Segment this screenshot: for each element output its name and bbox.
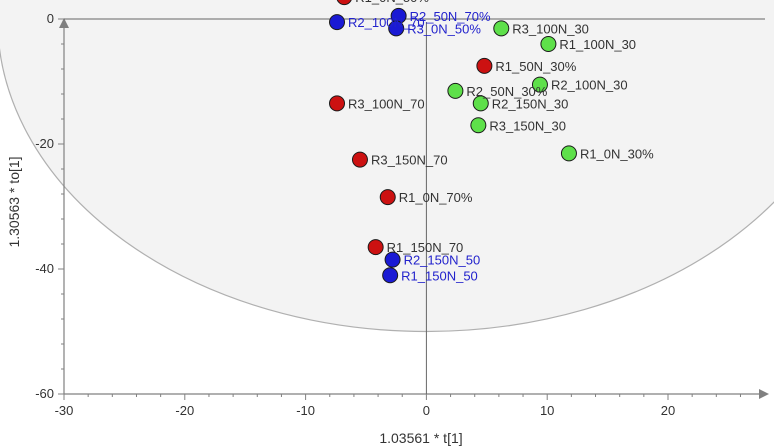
point-label: R3_100N_70 [348,96,425,111]
score-point [329,14,346,31]
score-point [540,36,557,52]
score-point [329,95,346,112]
score-point [447,82,464,99]
score-point [351,151,368,168]
point-label: R2_100N_70 [348,15,425,30]
y-tick-label: -40 [35,261,54,276]
point-label: R3_100N_30 [512,21,589,36]
score-point [382,267,399,284]
point-label: R2_50N_30% [466,84,547,99]
point-label: R1_0N_30% [580,146,654,161]
score-point [379,189,396,206]
x-tick-label: 0 [423,403,430,418]
point-label: R1_0N_50% [355,0,429,5]
x-tick-label: 10 [540,403,554,418]
score-point [493,20,510,37]
y-tick-label: -20 [35,136,54,151]
x-tick-label: -30 [55,403,74,418]
point-label: R3_150N_30 [489,118,566,133]
score-point [472,95,489,112]
x-tick-label: 20 [661,403,675,418]
score-point [336,0,352,6]
x-tick-label: -10 [296,403,315,418]
point-label: R2_150N_30 [492,96,569,111]
y-axis-title: 1.30563 * to[1] [6,156,22,247]
point-label: R3_0N_50% [407,21,481,36]
score-point [531,76,548,93]
point-label: R1_150N_70 [387,240,464,255]
score-point [560,145,577,162]
x-axis-arrow [759,389,769,399]
point-label: R1_0N_70% [399,190,473,205]
score-point [388,20,405,37]
score-point [384,251,401,268]
point-label: R2_50N_70% [410,9,491,24]
point-label: R1_150N_50 [401,268,478,283]
x-tick-label: -20 [175,403,194,418]
score-point [367,239,384,256]
x-axis-title: 1.03561 * t[1] [379,430,462,446]
y-tick-label: -60 [35,386,54,401]
score-point [470,117,487,134]
y-tick-label: 0 [47,11,54,26]
point-label: R3_150N_70 [371,153,448,168]
point-label: R1_50N_30% [495,59,576,74]
point-label: R2_150N_50 [404,253,481,268]
y-axis-arrow [59,18,69,28]
point-label: R2_100N_30 [551,78,628,93]
score-point [476,57,493,74]
point-label: R1_100N_30 [559,37,636,52]
